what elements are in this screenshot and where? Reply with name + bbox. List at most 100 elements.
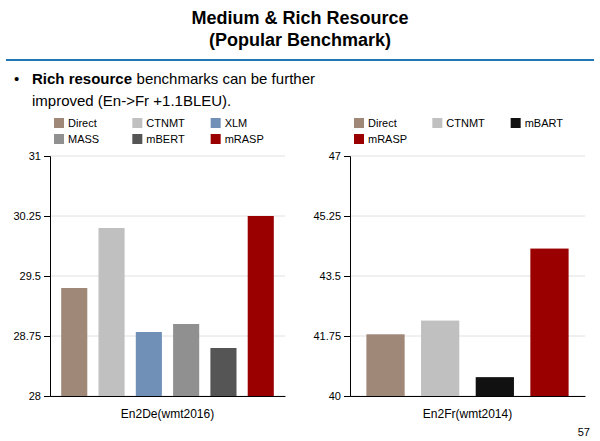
- y-tick-label: 41.75: [313, 330, 341, 342]
- y-tick-label: 40: [329, 390, 341, 402]
- legend-label: mBART: [525, 117, 564, 129]
- legend-swatch: [211, 134, 221, 144]
- y-tick-mark: [344, 336, 350, 337]
- grid: [350, 156, 585, 396]
- bar: [173, 324, 199, 396]
- legend: Direct CTNMT XLM MASS mBERT mRASP: [54, 117, 264, 145]
- bars: [366, 249, 568, 396]
- y-tick: 28: [29, 390, 50, 402]
- y-tick-label: 29.5: [20, 270, 41, 282]
- bar: [366, 334, 404, 396]
- y-tick-mark: [344, 216, 350, 217]
- legend-label: Direct: [68, 117, 97, 129]
- bar: [61, 288, 87, 396]
- grid-line: [50, 156, 285, 157]
- grid-line: [350, 216, 585, 217]
- y-tick-label: 43.5: [320, 270, 341, 282]
- grid: [50, 156, 285, 396]
- bar: [476, 377, 514, 396]
- y-tick: 47: [329, 150, 350, 162]
- y-tick-label: 31: [29, 150, 41, 162]
- y-tick-mark: [44, 396, 50, 397]
- y-axis: 40 41.75 43.5 45.25 47: [313, 150, 350, 402]
- legend-item: CTNMT: [432, 117, 485, 129]
- y-tick-mark: [344, 276, 350, 277]
- bullet: •: [14, 70, 19, 87]
- legend-item: XLM: [211, 117, 248, 129]
- y-tick: 41.75: [313, 330, 350, 342]
- y-axis: 28 28.75 29.5 30.25 31: [13, 150, 50, 402]
- legend-item: Direct: [54, 117, 97, 129]
- legend-item: mBERT: [132, 133, 185, 145]
- legend-swatch: [132, 118, 142, 128]
- bullet-line: improved (En->Fr +1.1BLEU).: [32, 92, 231, 109]
- y-tick: 43.5: [320, 270, 350, 282]
- x-axis: [351, 396, 586, 397]
- title: Medium & Rich Resource: [191, 8, 408, 28]
- y-tick: 30.25: [13, 210, 50, 222]
- x-axis: [51, 396, 286, 397]
- bullet-line: Rich resource benchmarks can be further: [32, 70, 315, 87]
- x-axis-label: En2Fr(wmt2014): [423, 407, 512, 421]
- y-tick-label: 47: [329, 150, 341, 162]
- chart: 40 41.75 43.5 45.25 47 En2Fr(wmt2014) Direct CT…: [313, 117, 585, 421]
- x-axis-label: En2De(wmt2016): [121, 407, 214, 421]
- y-tick: 31: [29, 150, 50, 162]
- page-number: 57: [578, 426, 590, 438]
- legend-swatch: [511, 118, 521, 128]
- bars: [61, 216, 274, 396]
- subtitle: (Popular Benchmark): [209, 30, 391, 50]
- legend-label: mRASP: [225, 133, 264, 145]
- y-tick-label: 28.75: [13, 330, 41, 342]
- legend-swatch: [54, 118, 64, 128]
- legend-label: CTNMT: [446, 117, 485, 129]
- legend-swatch: [432, 118, 442, 128]
- bar: [248, 216, 274, 396]
- x-axis-line: [351, 396, 586, 397]
- y-tick: 28.75: [13, 330, 50, 342]
- y-tick-label: 28: [29, 390, 41, 402]
- legend-swatch: [132, 134, 142, 144]
- legend-item: mBART: [511, 117, 564, 129]
- bar: [421, 321, 459, 396]
- y-axis-line: [344, 157, 351, 397]
- legend-swatch: [54, 134, 64, 144]
- bar: [530, 249, 568, 396]
- bullet-bold: Rich resource: [32, 70, 132, 87]
- y-tick-mark: [44, 276, 50, 277]
- y-tick: 45.25: [313, 210, 350, 222]
- legend: Direct CTNMT mBART mRASP: [354, 117, 563, 145]
- legend-swatch: [211, 118, 221, 128]
- chart: 28 28.75 29.5 30.25 31 En2De(wmt2016) Direct CT…: [13, 117, 285, 421]
- y-tick-mark: [344, 396, 350, 397]
- legend-label: Direct: [368, 117, 397, 129]
- x-axis-line: [51, 396, 286, 397]
- legend-item: Direct: [354, 117, 397, 129]
- legend-item: mRASP: [211, 133, 264, 145]
- grid-line: [350, 156, 585, 157]
- y-tick-label: 45.25: [313, 210, 341, 222]
- legend-label: CTNMT: [146, 117, 185, 129]
- legend-label: XLM: [225, 117, 248, 129]
- legend-label: mRASP: [368, 133, 407, 145]
- y-tick-mark: [44, 156, 50, 157]
- y-tick: 29.5: [20, 270, 50, 282]
- bar: [210, 348, 236, 396]
- legend-item: MASS: [54, 133, 99, 145]
- y-tick-mark: [344, 156, 350, 157]
- bullet-normal: benchmarks can be further: [137, 70, 315, 87]
- legend-swatch: [354, 118, 364, 128]
- page: Medium & Rich Resource(Popular Benchmark…: [0, 0, 600, 441]
- bar: [98, 228, 124, 396]
- y-tick-label: 30.25: [13, 210, 41, 222]
- legend-item: CTNMT: [132, 117, 185, 129]
- y-tick-mark: [44, 336, 50, 337]
- bar: [136, 332, 162, 396]
- legend-swatch: [354, 134, 364, 144]
- y-tick-mark: [44, 216, 50, 217]
- y-tick: 40: [329, 390, 350, 402]
- legend-label: MASS: [68, 133, 99, 145]
- legend-item: mRASP: [354, 133, 407, 145]
- separator: [6, 59, 594, 61]
- legend-label: mBERT: [146, 133, 185, 145]
